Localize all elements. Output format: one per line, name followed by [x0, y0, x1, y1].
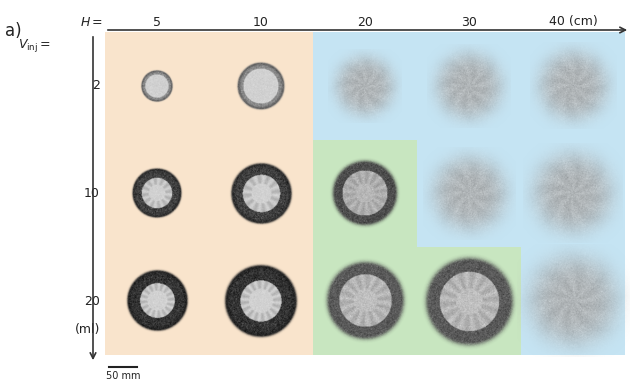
- Text: $H=$: $H=$: [80, 15, 103, 28]
- Bar: [313, 32, 625, 140]
- Text: 20: 20: [357, 15, 373, 28]
- Text: (ml): (ml): [75, 323, 100, 336]
- Text: $V_\mathrm{inj}=$: $V_\mathrm{inj}=$: [18, 37, 51, 54]
- Text: 20: 20: [84, 295, 100, 308]
- Bar: [105, 32, 313, 355]
- Text: 2: 2: [92, 79, 100, 92]
- Bar: [313, 247, 521, 355]
- Text: a): a): [5, 22, 22, 40]
- Text: 10: 10: [253, 15, 269, 28]
- Text: 50 mm: 50 mm: [106, 371, 140, 381]
- Bar: [417, 140, 625, 355]
- Text: 5: 5: [153, 15, 161, 28]
- Bar: [313, 140, 417, 247]
- Text: 10: 10: [84, 187, 100, 200]
- Text: 30: 30: [461, 15, 477, 28]
- Text: 40 (cm): 40 (cm): [548, 15, 597, 28]
